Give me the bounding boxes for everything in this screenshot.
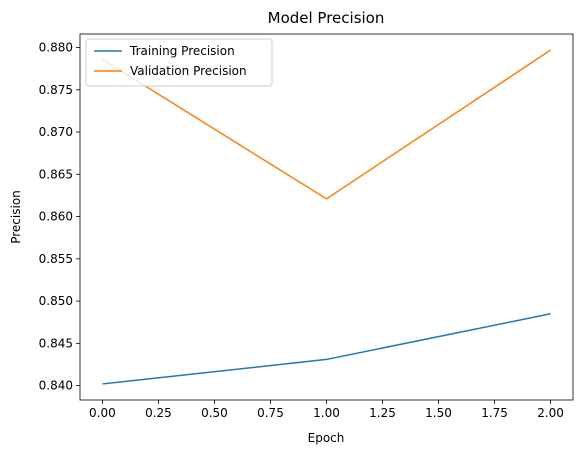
y-tick-label: 0.870	[39, 125, 73, 139]
x-tick-label: 1.50	[425, 406, 452, 420]
series-lines	[102, 49, 552, 385]
y-tick-label: 0.855	[39, 252, 73, 266]
legend-label: Validation Precision	[130, 64, 247, 78]
x-tick-label: 0.00	[89, 406, 116, 420]
y-tick-label: 0.865	[39, 167, 73, 181]
x-axis-ticks: 0.00 0.25 0.50 0.75 1.00 1.25 1.50 1.75 2.00	[89, 400, 564, 420]
x-axis-label: Epoch	[308, 431, 345, 445]
legend: Training Precision Validation Precision	[85, 38, 273, 87]
legend-box	[85, 38, 273, 87]
y-axis-ticks: 0.840 0.845 0.850 0.855 0.860 0.865 0.870 0.875…	[39, 41, 80, 393]
x-tick-label: 2.00	[537, 406, 564, 420]
x-tick-label: 1.75	[481, 406, 508, 420]
y-tick-label: 0.845	[39, 336, 73, 350]
legend-label: Training Precision	[129, 44, 235, 58]
series-line-validation	[102, 49, 552, 200]
plot-area: 0.00 0.25 0.50 0.75 1.00 1.25 1.50 1.75 2.00 0.8…	[39, 33, 574, 420]
x-tick-label: 1.25	[369, 406, 396, 420]
y-tick-label: 0.850	[39, 294, 73, 308]
x-tick-label: 0.50	[201, 406, 228, 420]
x-tick-label: 0.25	[145, 406, 172, 420]
series-line-training	[102, 313, 551, 385]
y-axis-label: Precision	[9, 190, 23, 244]
x-tick-label: 1.00	[313, 406, 340, 420]
x-tick-label: 0.75	[257, 406, 284, 420]
plot-frame	[79, 33, 574, 401]
y-tick-label: 0.880	[39, 41, 73, 55]
chart-title: Model Precision	[268, 9, 385, 27]
y-tick-label: 0.860	[39, 210, 73, 224]
y-tick-label: 0.875	[39, 83, 73, 97]
y-tick-label: 0.840	[39, 379, 73, 393]
